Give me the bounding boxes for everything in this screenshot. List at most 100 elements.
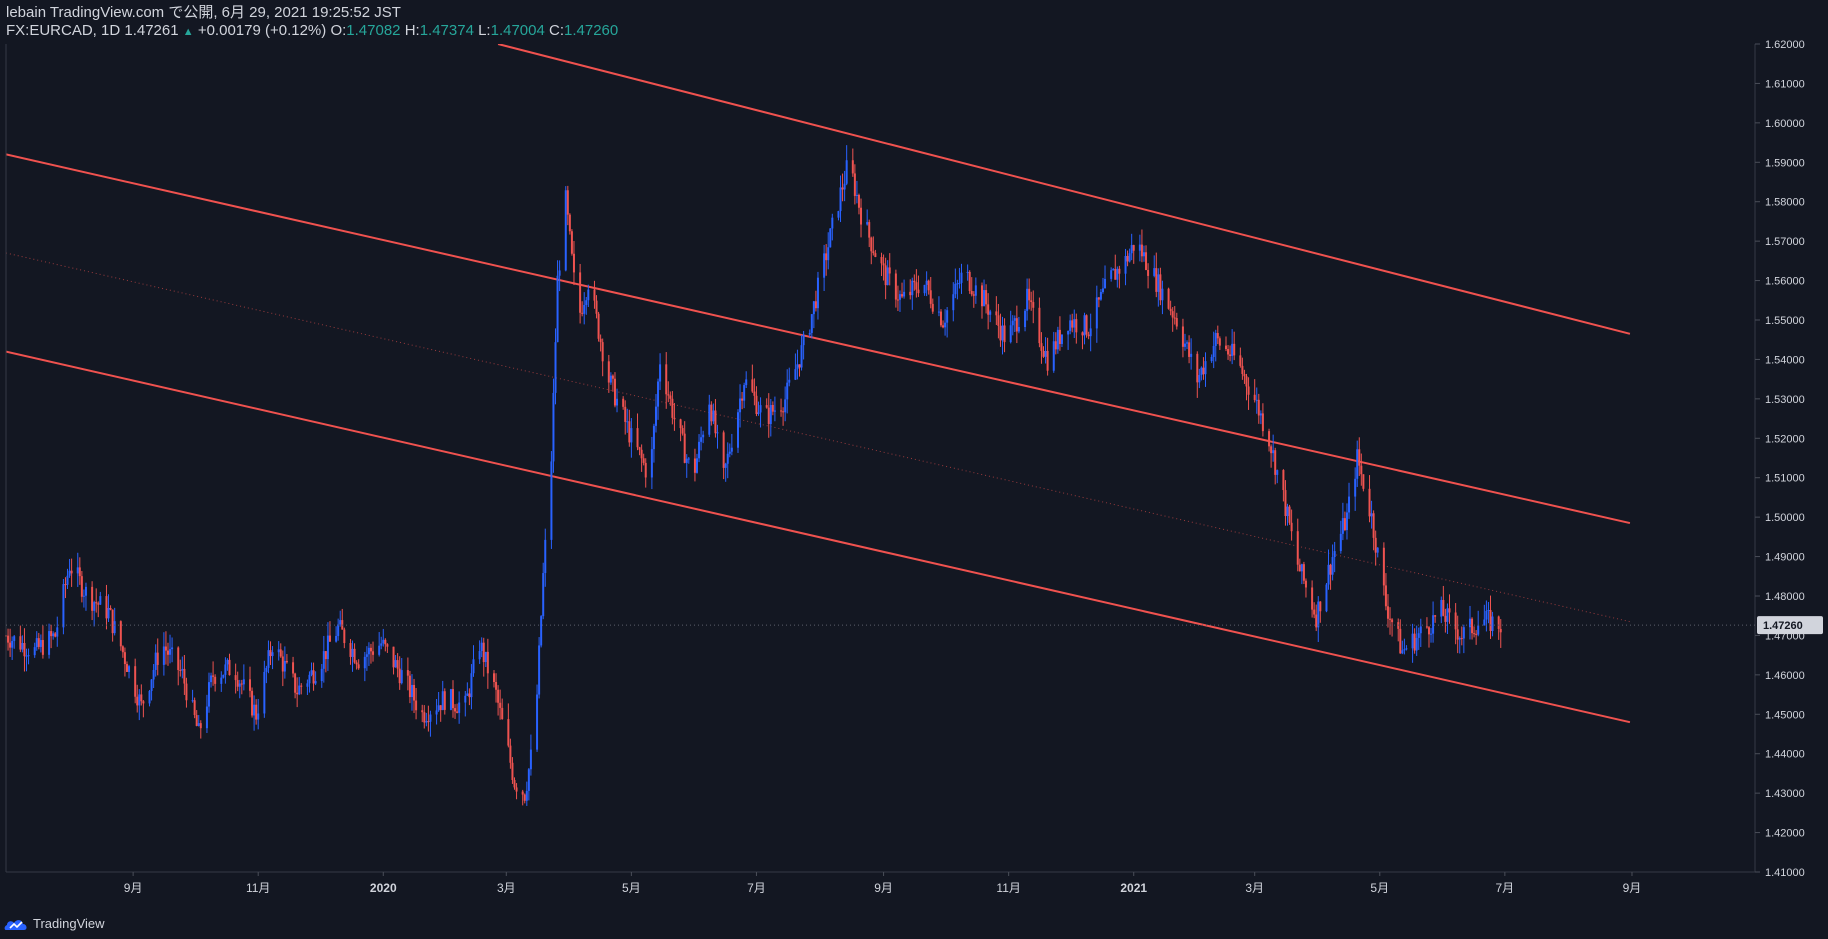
candle — [1138, 234, 1141, 262]
symbol-interval[interactable]: FX:EURCAD, 1D — [6, 22, 121, 39]
candle — [829, 227, 832, 248]
candle-body — [568, 214, 571, 232]
candle — [1261, 403, 1264, 437]
candle-body — [630, 428, 633, 443]
candle-body — [730, 447, 733, 452]
candle-body — [882, 263, 885, 266]
candle-body — [1261, 413, 1264, 432]
candle — [974, 277, 977, 304]
candle — [285, 654, 288, 664]
candle — [1417, 627, 1420, 650]
candle-body — [1284, 490, 1287, 517]
candle — [872, 236, 875, 256]
candle — [942, 320, 945, 329]
candle-body — [298, 685, 301, 695]
candle-body — [251, 690, 254, 716]
candle — [710, 401, 713, 426]
candle-body — [739, 398, 742, 413]
candle-body — [1446, 608, 1449, 622]
candle — [1142, 245, 1145, 262]
candle — [1155, 252, 1158, 298]
candle-body — [322, 651, 325, 669]
candle-body — [1186, 342, 1189, 344]
candle — [1175, 312, 1178, 330]
candle-body — [415, 700, 418, 711]
candle-body — [50, 631, 53, 637]
candle — [1473, 626, 1476, 638]
candle-body — [636, 428, 639, 448]
channel-line-median — [6, 252, 1631, 623]
candle — [466, 682, 469, 697]
candle-body — [952, 294, 955, 311]
candle — [21, 635, 24, 653]
candle-body — [995, 311, 998, 316]
candle-body — [1140, 244, 1143, 257]
candle — [351, 640, 354, 672]
candle-body — [207, 682, 210, 707]
candle — [1126, 250, 1129, 267]
candle-body — [794, 369, 797, 380]
candle — [1128, 248, 1131, 263]
candle — [870, 236, 873, 265]
candle — [1085, 314, 1088, 338]
candle-body — [392, 646, 395, 668]
candle-body — [872, 251, 875, 254]
candle — [868, 219, 871, 248]
candle-body — [441, 691, 444, 711]
candle-body — [91, 586, 94, 611]
candle-body — [544, 539, 547, 574]
candle — [1497, 615, 1500, 640]
candle-body — [195, 715, 198, 726]
price-tick-label: 1.57000 — [1765, 236, 1805, 248]
candle-body — [310, 670, 313, 675]
candle-body — [466, 693, 469, 696]
candle-body — [974, 285, 977, 296]
candle — [884, 257, 887, 300]
footer-brand[interactable]: TradingView — [4, 916, 105, 931]
candle — [1343, 511, 1346, 532]
candle-body — [1339, 533, 1342, 552]
time-tick-label: 9月 — [874, 881, 893, 895]
candle-body — [554, 342, 557, 393]
candle-body — [954, 283, 957, 295]
price-tick-label: 1.52000 — [1765, 433, 1805, 445]
candle — [745, 371, 748, 389]
candle-body — [1456, 629, 1459, 640]
candle — [808, 329, 811, 338]
candle — [50, 624, 53, 649]
candle — [23, 628, 26, 672]
candle — [1083, 312, 1086, 345]
candle — [1391, 618, 1394, 637]
candle-body — [7, 635, 10, 643]
candle — [138, 689, 141, 721]
candle — [995, 296, 998, 326]
candle-body — [349, 643, 352, 657]
candle — [1200, 366, 1203, 381]
candle — [1058, 316, 1061, 351]
candle — [652, 423, 655, 463]
candle-body — [1247, 386, 1250, 395]
candle — [1432, 601, 1435, 643]
candle — [451, 680, 454, 718]
candle — [1257, 393, 1260, 424]
candle-body — [593, 289, 596, 301]
candle — [396, 653, 399, 678]
candle-body — [150, 679, 153, 692]
candle-body — [607, 361, 610, 383]
candle — [265, 665, 268, 684]
candle — [314, 671, 317, 686]
candle — [37, 632, 40, 650]
candle — [449, 688, 452, 711]
candle-body — [866, 222, 869, 225]
candle-body — [449, 689, 452, 710]
candle-body — [927, 280, 930, 291]
time-tick-label: 5月 — [622, 881, 641, 895]
candle-body — [1216, 333, 1219, 339]
candle — [937, 296, 940, 317]
candle-body — [654, 406, 657, 426]
candle-body — [470, 673, 473, 698]
candle-body — [367, 647, 370, 655]
candle-body — [283, 660, 286, 672]
candle — [1028, 278, 1031, 310]
